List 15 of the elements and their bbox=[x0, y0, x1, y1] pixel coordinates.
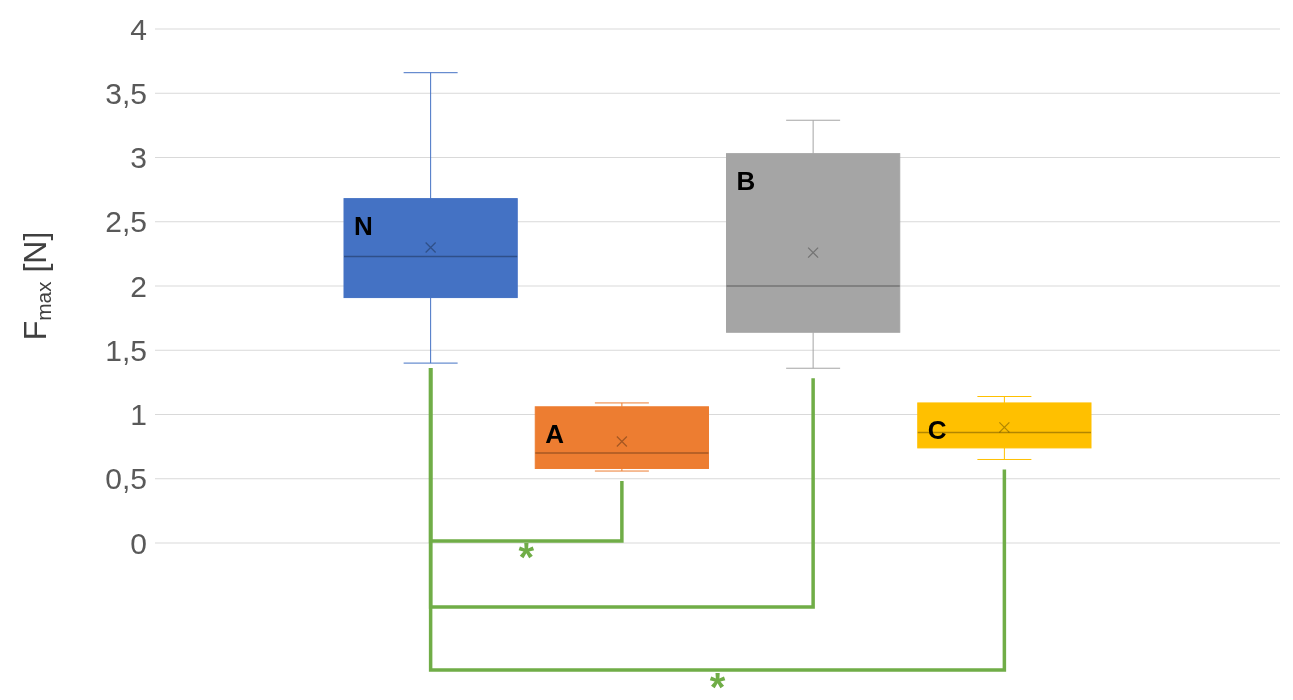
y-tick-label: 0,5 bbox=[105, 462, 147, 496]
text: * bbox=[709, 665, 726, 700]
y-tick-label: 1,5 bbox=[105, 333, 147, 367]
y-tick-label: 3 bbox=[130, 141, 147, 175]
y-tick-label: 3,5 bbox=[105, 76, 147, 110]
annotation: * bbox=[518, 535, 535, 579]
y-tick-label: 1 bbox=[130, 398, 147, 432]
y-tick-label: 2 bbox=[130, 269, 147, 303]
series-label: A bbox=[545, 418, 565, 449]
series-label: N bbox=[354, 210, 373, 241]
series-label: C bbox=[927, 414, 947, 445]
y-tick-label: 2,5 bbox=[105, 205, 147, 239]
y-tick-label: 4 bbox=[130, 12, 147, 46]
series-label: B bbox=[736, 165, 756, 196]
y-tick-label: 0 bbox=[130, 526, 147, 560]
